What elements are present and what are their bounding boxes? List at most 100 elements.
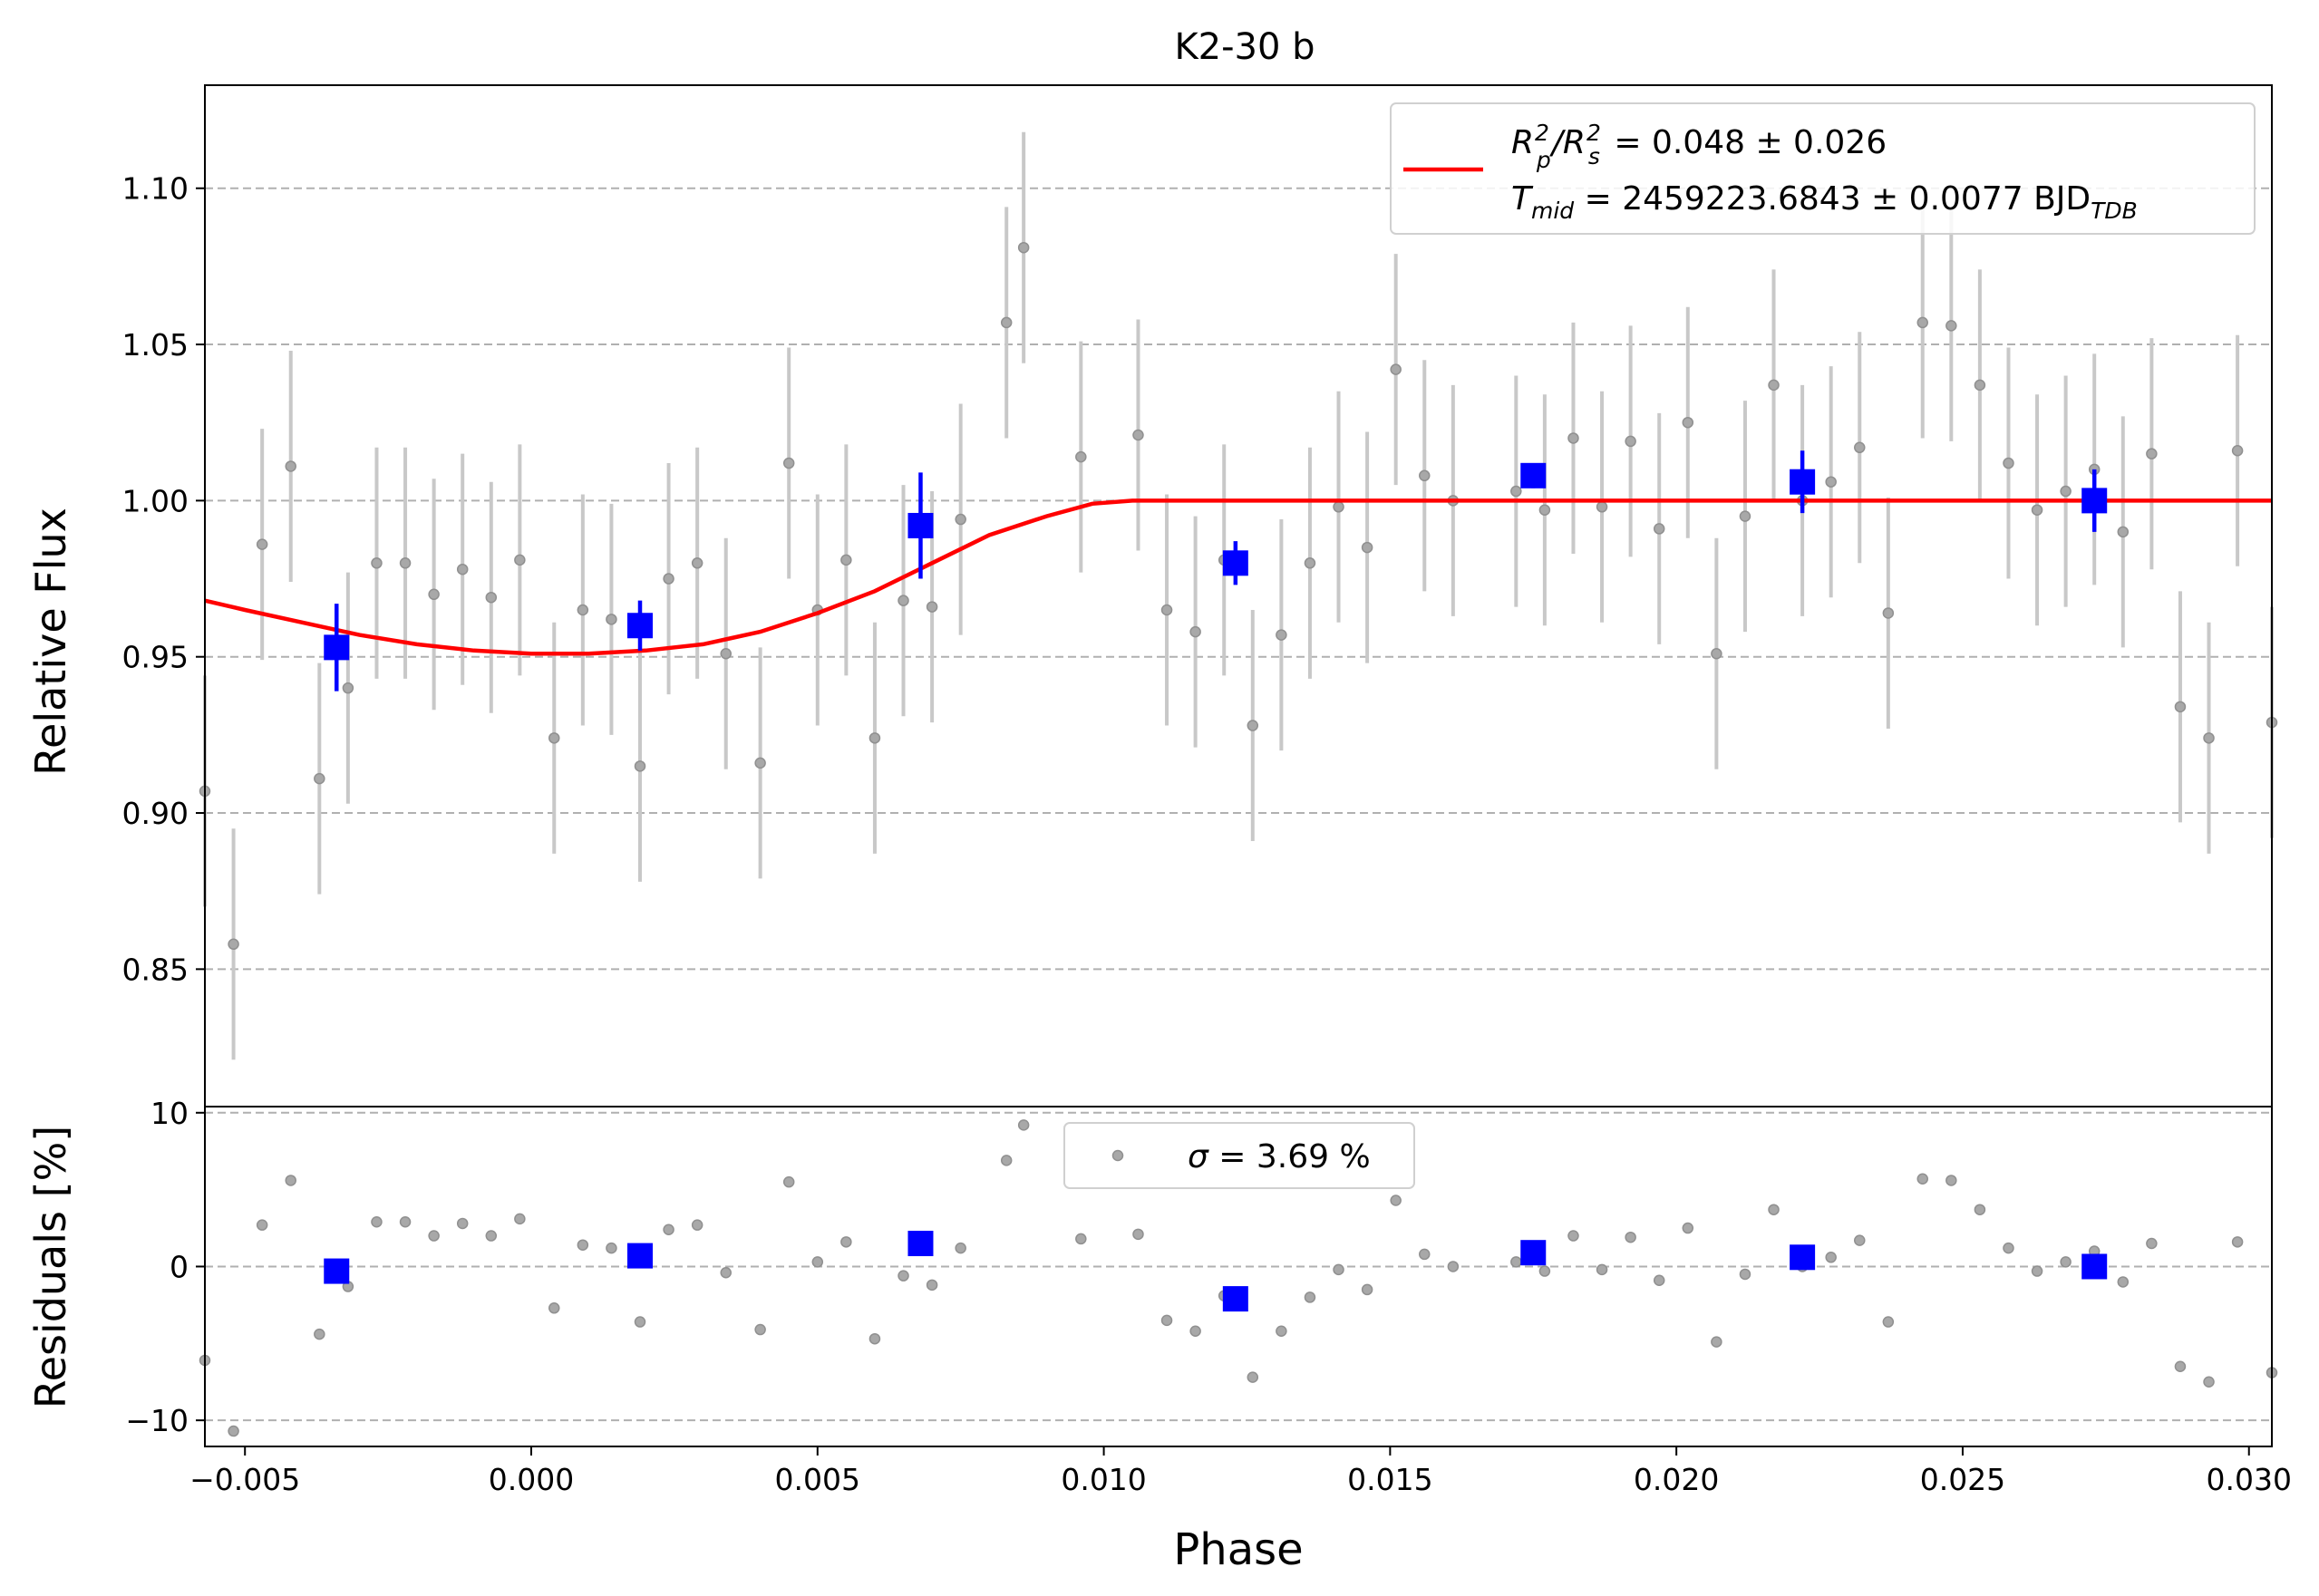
residual-point [2231, 1236, 2244, 1248]
top-data-point [2203, 732, 2215, 744]
top-data-point [256, 538, 268, 550]
bottom-y-axis-label: Residuals [%] [26, 1126, 75, 1408]
top-data-point [1361, 541, 1373, 554]
residual-point [2031, 1265, 2043, 1277]
top-binned-point [1222, 550, 1248, 576]
residual-point [782, 1175, 795, 1188]
legend-depth-label: R2 p/R2 s = 0.048 ± 0.026 [1511, 120, 1887, 173]
residual-point [314, 1328, 325, 1340]
binned-residual-point [1790, 1244, 1816, 1271]
residual-point [228, 1425, 239, 1437]
transit-model-curve [204, 498, 2272, 656]
top-data-point [371, 557, 383, 569]
top-y-tick-label: 0.90 [122, 796, 189, 831]
residual-point [1160, 1314, 1173, 1327]
x-tick-label: −0.005 [189, 1462, 300, 1497]
top-data-point [955, 513, 966, 526]
residual-point [1132, 1228, 1144, 1241]
top-data-point [1682, 416, 1694, 429]
top-data-point [868, 732, 881, 744]
residual-point [1711, 1336, 1722, 1348]
top-data-point [548, 732, 560, 744]
x-tick-label: 0.030 [2206, 1462, 2291, 1497]
top-data-point [314, 772, 325, 785]
residual-point [399, 1216, 412, 1228]
residual-point [2003, 1242, 2014, 1254]
top-data-point [1276, 629, 1287, 641]
top-y-axis-label: Relative Flux [26, 508, 75, 776]
top-data-point [691, 557, 703, 569]
residual-point [955, 1242, 966, 1254]
bottom-x-ticks: −0.005 0.000 0.005 0.010 0.015 0.020 0.025 0.03… [189, 1446, 2292, 1497]
bottom-y-tick-label: −10 [125, 1403, 189, 1438]
top-data-point [485, 591, 498, 604]
x-axis-label: Phase [1173, 1524, 1303, 1575]
top-data-point [1333, 501, 1344, 513]
residual-point [2203, 1376, 2215, 1388]
top-data-point [514, 554, 526, 566]
top-data-point [1882, 607, 1895, 619]
top-data-point [428, 588, 440, 601]
legend-tmid-label: Tmid = 2459223.6843 ± 0.0077 BJDTDB [1511, 180, 2138, 224]
top-legend-box [1390, 102, 2256, 235]
residual-point [2174, 1360, 2187, 1373]
residual-point [811, 1256, 824, 1268]
binned-residual-point [324, 1258, 350, 1284]
residual-point [2060, 1256, 2072, 1268]
residual-point [691, 1219, 703, 1231]
chart-title: K2-30 b [1174, 26, 1315, 68]
binned-residual-point [1520, 1240, 1547, 1266]
residual-point [754, 1323, 766, 1336]
top-data-point [1247, 720, 1259, 731]
residual-point [1419, 1248, 1431, 1261]
residual-point [428, 1230, 440, 1242]
top-data-point [720, 648, 732, 660]
top-data-point [1625, 435, 1636, 448]
top-binned-point [2081, 488, 2108, 514]
residual-point [1075, 1233, 1087, 1245]
top-y-tick-label: 0.85 [122, 952, 189, 987]
top-data-point [1510, 485, 1522, 498]
top-binned-point [324, 634, 350, 661]
x-tick-label: 0.005 [775, 1462, 860, 1497]
top-data-point [2060, 485, 2072, 498]
top-data-point [456, 563, 469, 576]
residual-point [1682, 1222, 1694, 1234]
top-data-point [663, 573, 674, 585]
top-binned-point [907, 512, 934, 538]
bottom-legend: σ = 3.69 % [1063, 1122, 1415, 1189]
top-data-point [2031, 504, 2043, 516]
residual-point [1825, 1252, 1837, 1263]
residual-point [1653, 1274, 1665, 1286]
top-data-point [840, 554, 852, 566]
residual-point [1510, 1256, 1522, 1268]
residual-point [2117, 1276, 2130, 1288]
top-data-point [634, 760, 646, 772]
top-data-point [1075, 450, 1087, 463]
residual-point [1974, 1204, 1986, 1215]
top-data-point [1304, 557, 1316, 569]
top-data-point [1160, 604, 1173, 616]
bottom-y-tick-label: 10 [150, 1096, 189, 1131]
top-data-point [1000, 316, 1013, 329]
top-data-point [782, 457, 795, 469]
residual-point [1567, 1230, 1579, 1242]
residual-point [371, 1216, 383, 1228]
residual-point [285, 1175, 296, 1186]
residual-point [1390, 1195, 1402, 1206]
top-data-point [1945, 320, 1957, 332]
residual-point [926, 1279, 938, 1291]
residual-point [1854, 1234, 1866, 1246]
top-binned-point [1790, 469, 1816, 495]
top-data-point [1017, 241, 1030, 254]
top-data-point [285, 460, 296, 472]
residual-point [1189, 1325, 1201, 1337]
binned-residual-point [907, 1231, 934, 1257]
residual-point [663, 1224, 674, 1235]
bottom-y-tick-label: 0 [170, 1249, 189, 1284]
top-data-point [1390, 363, 1402, 375]
top-data-point [2231, 444, 2244, 457]
top-data-point [1596, 501, 1608, 513]
residual-point [1538, 1265, 1551, 1277]
top-data-point [399, 557, 412, 569]
